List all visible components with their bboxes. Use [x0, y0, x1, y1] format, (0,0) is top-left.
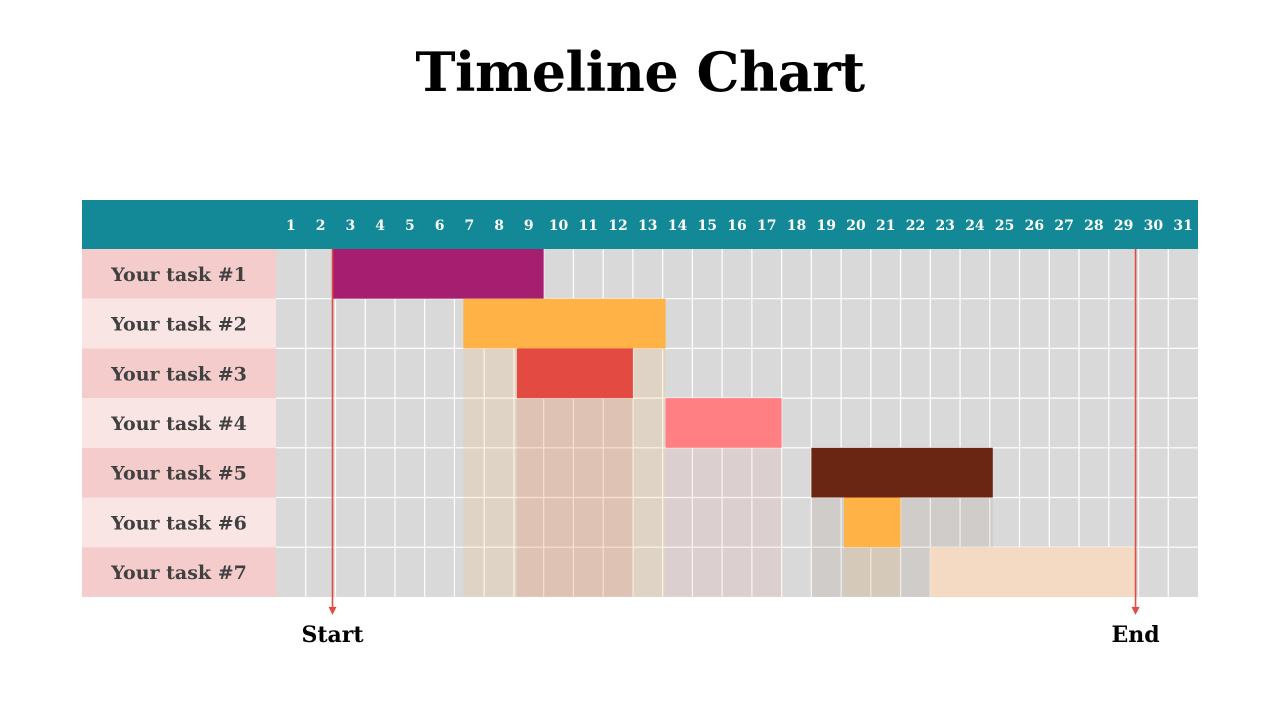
task-label-cell	[82, 497, 276, 548]
day-label: 21	[876, 218, 895, 234]
task-bar	[930, 547, 1136, 597]
task-label-cell	[82, 348, 276, 399]
marker-layer: Start End	[301, 249, 1160, 648]
task-bar	[665, 398, 782, 448]
task-label: Your task #2	[110, 314, 247, 336]
task-bar	[516, 348, 633, 399]
page-title: Timeline Chart	[415, 40, 865, 104]
day-label: 31	[1173, 218, 1192, 234]
day-label: 25	[995, 218, 1014, 234]
day-label: 16	[727, 218, 746, 234]
day-label: 4	[375, 218, 385, 234]
task-bar	[463, 298, 666, 349]
task-label-cell	[82, 298, 276, 349]
task-bar	[811, 447, 993, 498]
day-label: 2	[316, 218, 326, 234]
day-label: 20	[846, 218, 866, 234]
day-label: 14	[668, 218, 688, 234]
bar-layer	[332, 249, 1136, 597]
header-layer: 1 2 3 4 5 6 7 8 9 10 11 12 13 14 15 16 17 18 19 20 21 22 23 24 2…	[82, 200, 1198, 249]
grid-layer	[276, 249, 1198, 597]
day-label: 8	[494, 218, 504, 234]
task-bar	[844, 497, 901, 548]
day-label: 5	[405, 218, 415, 234]
marker-label: End	[1111, 622, 1159, 648]
day-label: 17	[757, 218, 776, 234]
bar-shadow	[844, 547, 901, 597]
day-label: 26	[1025, 218, 1044, 234]
day-label: 24	[965, 218, 985, 234]
day-label: 6	[435, 218, 445, 234]
day-label: 10	[549, 218, 569, 234]
bar-shadow	[516, 398, 633, 597]
task-label-cell	[82, 547, 276, 597]
day-label: 19	[816, 218, 835, 234]
marker-arrow	[328, 606, 337, 615]
marker-label: Start	[301, 622, 364, 648]
day-label: 11	[579, 218, 598, 234]
task-label: Your task #3	[110, 363, 247, 385]
shadow-layer	[463, 348, 993, 597]
day-label: 15	[698, 218, 717, 234]
day-label: 23	[935, 218, 954, 234]
day-label: 1	[286, 218, 296, 234]
task-label: Your task #4	[110, 413, 247, 435]
task-label-cell	[82, 249, 276, 299]
task-bar	[332, 249, 544, 299]
day-label: 7	[464, 218, 474, 234]
day-label: 22	[906, 218, 925, 234]
task-label-cell	[82, 447, 276, 498]
day-label: 13	[638, 218, 657, 234]
marker-arrow	[1131, 606, 1140, 615]
day-label: 29	[1114, 218, 1133, 234]
bar-shadow	[665, 447, 782, 597]
task-label: Your task #5	[110, 463, 247, 485]
task-label: Your task #6	[110, 512, 247, 534]
day-label: 9	[524, 218, 534, 234]
day-label: 27	[1054, 218, 1073, 234]
day-label: 28	[1084, 218, 1103, 234]
task-label: Your task #7	[110, 562, 247, 584]
task-label-cell	[82, 398, 276, 448]
day-label: 18	[787, 218, 806, 234]
day-label: 30	[1144, 218, 1164, 234]
day-label: 12	[608, 218, 627, 234]
day-label: 3	[345, 218, 355, 234]
task-label: Your task #1	[110, 264, 247, 286]
header-band	[82, 200, 1198, 249]
task-label-layer: Your task #1 Your task #2 Your task #3 Your…	[82, 249, 276, 597]
